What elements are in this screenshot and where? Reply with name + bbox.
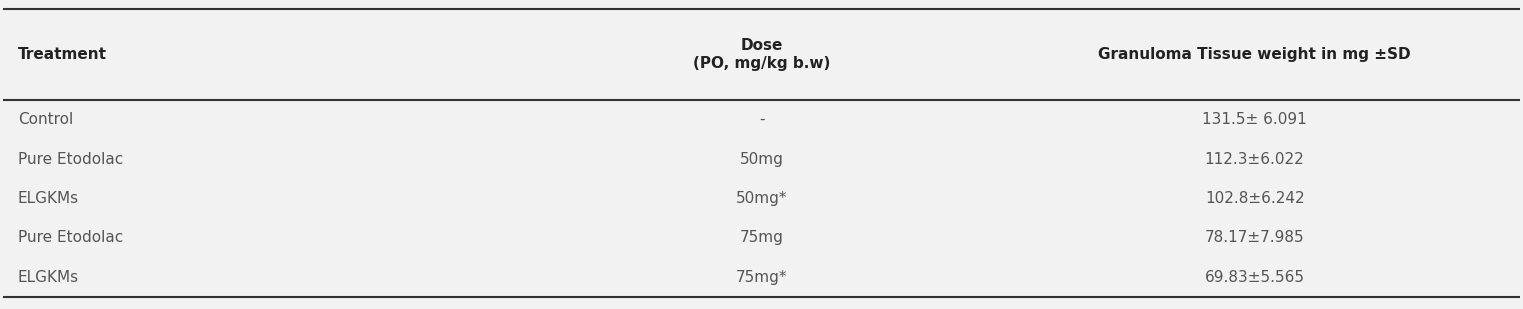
Text: Pure Etodolac: Pure Etodolac (18, 151, 123, 167)
Text: ELGKMs: ELGKMs (18, 270, 79, 285)
Text: 75mg*: 75mg* (736, 270, 787, 285)
Text: 112.3±6.022: 112.3±6.022 (1205, 151, 1305, 167)
Text: ELGKMs: ELGKMs (18, 191, 79, 206)
Text: Treatment: Treatment (18, 47, 107, 62)
Text: Pure Etodolac: Pure Etodolac (18, 231, 123, 245)
Text: Control: Control (18, 112, 73, 127)
Text: 69.83±5.565: 69.83±5.565 (1205, 270, 1305, 285)
Text: 131.5± 6.091: 131.5± 6.091 (1202, 112, 1307, 127)
Text: 50mg: 50mg (740, 151, 783, 167)
Text: 50mg*: 50mg* (736, 191, 787, 206)
Text: -: - (758, 112, 765, 127)
Text: 78.17±7.985: 78.17±7.985 (1205, 231, 1305, 245)
Text: Granuloma Tissue weight in mg ±SD: Granuloma Tissue weight in mg ±SD (1098, 47, 1410, 62)
Text: Dose
(PO, mg/kg b.w): Dose (PO, mg/kg b.w) (693, 38, 830, 70)
Text: 75mg: 75mg (740, 231, 783, 245)
Text: 102.8±6.242: 102.8±6.242 (1205, 191, 1305, 206)
